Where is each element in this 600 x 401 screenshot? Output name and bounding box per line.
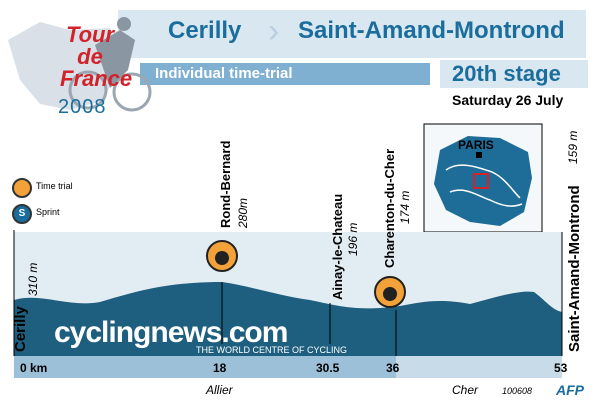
subtitle: Individual time-trial	[155, 65, 293, 82]
point-charenton-alt: 174 m	[398, 190, 412, 224]
logo-year: 2008	[58, 96, 107, 118]
km-36: 36	[386, 361, 400, 375]
date: Saturday 26 July	[452, 92, 564, 108]
legend-time-trial: Time trial	[36, 181, 73, 191]
watermark-tagline: THE WORLD CENTRE OF CYCLING	[194, 344, 350, 356]
logo-line1: Tour	[65, 22, 115, 47]
stage-number: 20th stage	[452, 61, 561, 86]
footer-agency: AFP	[556, 382, 584, 398]
arrow-icon: ›	[268, 12, 280, 50]
start-alt: 310 m	[26, 262, 40, 296]
finish-label: Saint-Amand-Montrond	[566, 185, 583, 352]
km-0: 0 km	[20, 361, 48, 375]
point-rond-bernard-alt: 280m	[236, 197, 250, 228]
point-ainay: Ainay-le-Chateau	[330, 193, 345, 300]
point-rond-bernard: Rond-Bernard	[218, 140, 233, 228]
logo-line2: de	[77, 44, 103, 69]
sprint-icon: S	[12, 204, 32, 224]
point-charenton: Charenton-du-Cher	[382, 148, 397, 268]
point-ainay-alt: 196 m	[346, 222, 360, 256]
stage-box	[440, 60, 588, 88]
time-trial-icon	[12, 178, 32, 198]
logo-line3: France	[60, 66, 133, 91]
legend-sprint: Sprint	[36, 207, 60, 217]
start-town: Cerilly	[168, 17, 242, 44]
start-label: Cerilly	[12, 306, 29, 352]
logo-text: Tour de France	[60, 22, 133, 91]
region-allier: Allier	[206, 383, 233, 397]
km-30-5: 30.5	[316, 361, 340, 375]
km-53: 53	[554, 361, 568, 375]
watermark-brand: cyclingnews.com	[54, 316, 288, 349]
subtitle-band	[140, 63, 430, 85]
footer-code: 100608	[502, 386, 533, 396]
finish-town: Saint-Amand-Montrond	[298, 17, 565, 44]
map-city: PARIS	[458, 138, 494, 152]
region-cher: Cher	[452, 383, 479, 397]
header-band	[118, 10, 586, 58]
km-18: 18	[213, 361, 227, 375]
finish-alt: 159 m	[566, 130, 580, 164]
